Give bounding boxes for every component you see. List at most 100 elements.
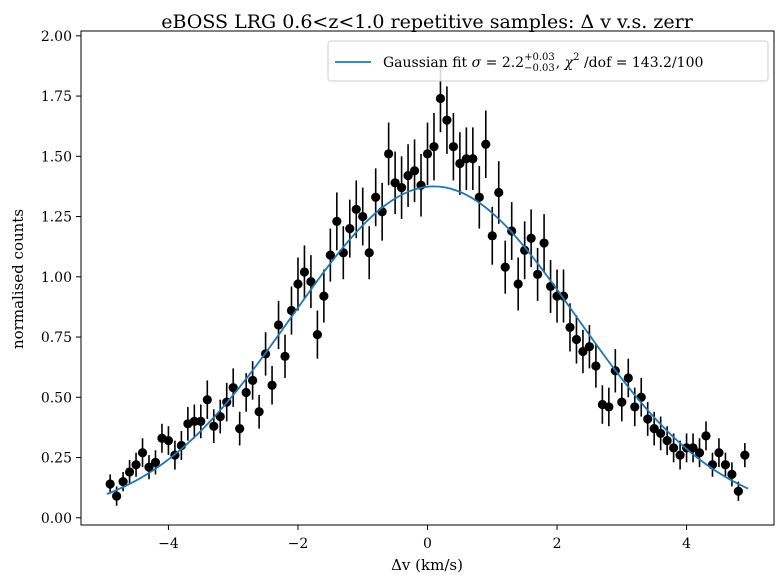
data-point xyxy=(513,279,523,289)
data-point xyxy=(526,233,536,243)
legend-text-part: +0.03 xyxy=(524,52,555,63)
data-point xyxy=(481,139,491,149)
legend-text-part: −0.03 xyxy=(524,63,555,74)
x-tick-label: 0 xyxy=(423,536,432,552)
data-point xyxy=(124,467,135,477)
data-point xyxy=(371,192,381,202)
y-axis-title: normalised counts xyxy=(9,209,27,349)
data-point xyxy=(351,204,361,214)
data-point xyxy=(358,211,368,222)
x-tick-label: 4 xyxy=(682,536,691,552)
data-point xyxy=(364,248,374,258)
data-point xyxy=(150,457,161,467)
data-point xyxy=(520,245,530,255)
x-axis-title: Δv (km/s) xyxy=(391,556,463,574)
data-point xyxy=(163,436,174,446)
chart-title: eBOSS LRG 0.6<z<1.0 repetitive samples: … xyxy=(161,11,694,33)
data-point xyxy=(604,402,614,412)
data-point xyxy=(112,491,122,501)
data-point xyxy=(656,428,666,439)
data-point xyxy=(720,460,731,470)
data-point xyxy=(396,183,407,193)
data-point xyxy=(675,450,685,460)
data-point xyxy=(649,424,659,434)
data-point xyxy=(299,267,310,277)
legend-text-part: Gaussian fit xyxy=(383,55,472,71)
data-point xyxy=(144,462,154,472)
data-point xyxy=(280,351,290,361)
data-point xyxy=(306,277,316,287)
data-point xyxy=(345,224,355,234)
data-point xyxy=(578,346,588,357)
gaussian-fit-series xyxy=(106,185,749,495)
data-point xyxy=(422,149,433,159)
data-point xyxy=(662,436,672,446)
data-point xyxy=(630,402,640,412)
data-point xyxy=(448,142,459,152)
data-point xyxy=(235,424,245,434)
legend-text-part: χ xyxy=(564,55,575,71)
y-tick-label: 0.25 xyxy=(41,451,72,467)
data-point xyxy=(442,115,452,125)
data-point xyxy=(701,431,711,441)
y-tick-label: 1.50 xyxy=(41,149,72,165)
data-point xyxy=(669,443,679,453)
y-tick-label: 1.25 xyxy=(41,210,72,226)
data-point xyxy=(461,154,471,164)
data-point xyxy=(591,361,601,371)
axes: −4 −2 0 2 4 0.00 0.25 0.50 0.75 1.00 1.25 1.50 1.75 2… xyxy=(41,29,775,552)
data-point xyxy=(196,416,206,426)
y-tick-label: 0.75 xyxy=(41,330,72,346)
data-point xyxy=(332,216,342,226)
data-point xyxy=(500,262,510,272)
data-point xyxy=(319,291,329,301)
data-point xyxy=(409,166,420,176)
data-point xyxy=(254,407,264,417)
data-point xyxy=(248,375,258,386)
data-point xyxy=(241,387,251,398)
data-point xyxy=(571,334,582,345)
data-point xyxy=(727,469,737,479)
data-point xyxy=(740,450,750,460)
data-point xyxy=(189,416,199,426)
data-point xyxy=(688,443,698,453)
data-point xyxy=(714,448,724,458)
data-point xyxy=(403,170,413,181)
y-tick-label: 1.75 xyxy=(41,89,72,105)
y-tick-label: 2.00 xyxy=(41,29,72,45)
legend-text-part: = 2.2 xyxy=(481,55,524,71)
legend-entry-gaussian-fit: Gaussian fit σ = 2.2+0.03 −0.03, χ2 /dof … xyxy=(383,52,703,74)
legend-text-part: σ xyxy=(472,55,482,71)
data-point xyxy=(325,250,335,260)
gaussian-fit-line xyxy=(106,185,749,495)
legend-text-part: , xyxy=(556,55,565,71)
legend-text-part: /dof = 143.2/100 xyxy=(580,55,704,71)
data-point xyxy=(273,320,284,330)
x-tick-label: −2 xyxy=(288,536,309,552)
y-tick-label: 1.00 xyxy=(41,270,72,286)
data-point xyxy=(390,178,400,188)
data-point xyxy=(455,158,465,169)
legend-frame xyxy=(327,40,769,82)
data-points xyxy=(105,93,750,501)
data-point xyxy=(429,142,439,152)
data-point xyxy=(215,411,225,422)
data-point xyxy=(487,231,497,241)
data-point xyxy=(494,187,504,198)
data-point xyxy=(539,238,549,248)
y-tick-label: 0.50 xyxy=(41,390,72,406)
data-point xyxy=(643,414,653,424)
data-point xyxy=(131,460,141,470)
errorbar-series xyxy=(109,64,746,506)
y-tick-label: 0.00 xyxy=(41,511,72,527)
data-point xyxy=(312,330,322,340)
data-point xyxy=(584,342,595,352)
data-point xyxy=(636,392,646,402)
legend: Gaussian fit σ = 2.2+0.03 −0.03, χ2 /dof … xyxy=(327,40,769,82)
legend-text-part: 2 xyxy=(573,52,579,63)
data-point xyxy=(694,448,705,458)
data-point xyxy=(558,291,569,301)
data-point xyxy=(435,93,446,104)
data-point xyxy=(228,383,238,393)
